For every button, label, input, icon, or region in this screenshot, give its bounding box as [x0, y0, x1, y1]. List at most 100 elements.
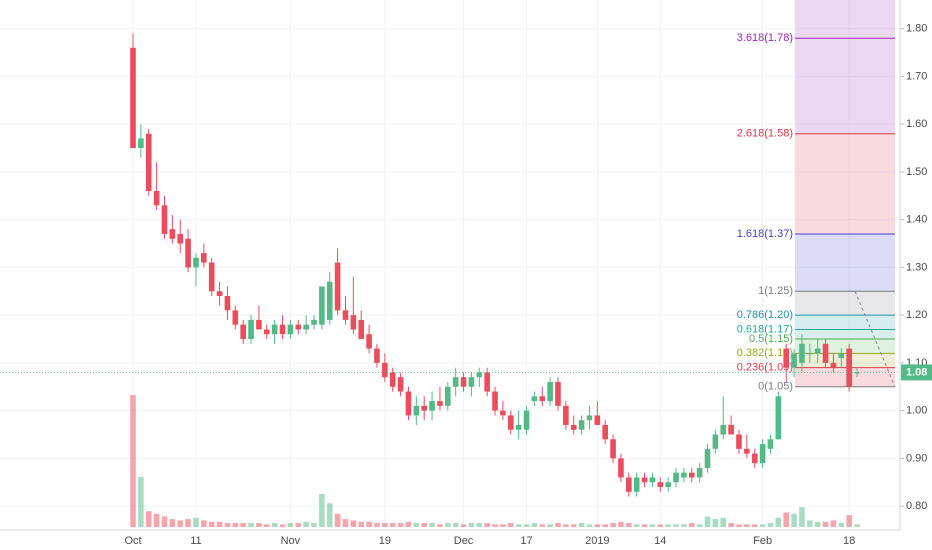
fib-band: [795, 315, 895, 330]
candle-body: [838, 353, 845, 359]
last-price-label: 1.08: [906, 366, 927, 378]
fib-label: 3.618(1.78): [737, 32, 793, 44]
x-tick-label: 2019: [585, 535, 609, 547]
candle-body: [696, 467, 703, 478]
volume-bar: [193, 517, 199, 527]
volume-bar: [319, 494, 325, 527]
candle-body: [641, 477, 648, 483]
volume-bar: [578, 523, 585, 527]
fib-band: [795, 233, 895, 292]
x-tick-label: 19: [379, 535, 391, 547]
volume-bar: [665, 524, 671, 527]
x-tick-label: Nov: [281, 535, 301, 547]
candle-body: [476, 372, 483, 378]
candle-body: [138, 138, 144, 149]
volume-bar: [185, 519, 191, 527]
candle-body: [507, 415, 514, 430]
volume-bar: [791, 513, 797, 527]
candle-body: [263, 329, 270, 335]
candle-body: [783, 348, 790, 368]
candle-body: [185, 238, 191, 268]
candle-body: [799, 343, 805, 363]
volume-bar: [838, 523, 845, 527]
volume-bar: [374, 523, 380, 527]
volume-bar: [633, 524, 640, 527]
candle-body: [854, 372, 860, 374]
candle-body: [468, 377, 475, 387]
y-tick-label: 0.80: [906, 500, 927, 512]
candle-body: [366, 334, 372, 349]
candle-body: [610, 439, 616, 459]
candle-body: [326, 281, 333, 320]
volume-bar: [161, 516, 168, 527]
x-tick-label: 14: [654, 535, 666, 547]
candle-body: [342, 310, 349, 320]
candle-body: [618, 458, 624, 478]
candle-body: [484, 372, 490, 392]
candle-body: [429, 401, 435, 411]
volume-bar: [586, 524, 593, 527]
y-tick-label: 1.50: [906, 166, 927, 178]
candle-body: [452, 377, 459, 387]
fib-label: 0.382(1.12): [737, 347, 793, 359]
candle-body: [791, 353, 797, 368]
candle-body: [334, 262, 341, 311]
volume-bar: [547, 524, 553, 527]
volume-bar: [240, 523, 246, 527]
volume-bar: [303, 521, 309, 527]
candle-body: [531, 396, 538, 402]
volume-bar: [216, 521, 223, 527]
volume-bar: [704, 516, 711, 527]
volume-bar: [153, 513, 160, 527]
volume-bar: [484, 523, 490, 527]
fib-label: 0(1.05): [758, 381, 793, 393]
fib-label: 1(1.25): [758, 285, 793, 297]
volume-bar: [224, 523, 231, 527]
y-tick-label: 1.20: [906, 309, 927, 321]
candle-body: [594, 415, 601, 425]
volume-bar: [492, 524, 498, 527]
volume-bar: [610, 523, 616, 527]
candle-body: [602, 424, 608, 440]
candle-body: [358, 319, 365, 340]
volume-bar: [767, 523, 774, 527]
candle-body: [830, 362, 837, 368]
x-tick-label: Feb: [753, 535, 772, 547]
candle-body: [256, 319, 262, 330]
candle-body: [208, 262, 215, 292]
candle-body: [657, 482, 664, 488]
candle-body: [311, 319, 317, 325]
candle-body: [287, 324, 294, 335]
candle-body: [248, 319, 254, 340]
volume-bar: [138, 476, 144, 527]
volume-bar: [681, 524, 687, 527]
y-tick-label: 1.40: [906, 214, 927, 226]
volume-bar: [712, 519, 719, 527]
volume-bar: [263, 524, 270, 527]
volume-bar: [445, 523, 451, 527]
candle-body: [736, 434, 742, 449]
candle-body: [807, 353, 813, 355]
volume-bar: [413, 523, 420, 527]
candle-body: [492, 391, 498, 411]
volume-bar: [830, 520, 837, 527]
volume-bar: [618, 521, 624, 527]
candle-body: [232, 310, 239, 325]
y-tick-label: 0.90: [906, 452, 927, 464]
candle-body: [271, 324, 278, 335]
volume-bar: [350, 520, 357, 527]
candle-body: [633, 477, 640, 492]
candle-body: [704, 448, 711, 468]
candle-body: [193, 257, 199, 268]
fib-label: 2.618(1.58): [737, 128, 793, 140]
volume-bar: [476, 523, 483, 527]
candle-body: [382, 362, 388, 378]
candle-body: [712, 434, 719, 449]
fib-band: [795, 0, 895, 39]
candle-body: [350, 315, 357, 330]
candle-body: [688, 472, 695, 478]
fib-label: 1.618(1.37): [737, 228, 793, 240]
volume-bar: [271, 523, 278, 527]
candle-body: [500, 410, 506, 416]
volume-bar: [208, 521, 215, 527]
